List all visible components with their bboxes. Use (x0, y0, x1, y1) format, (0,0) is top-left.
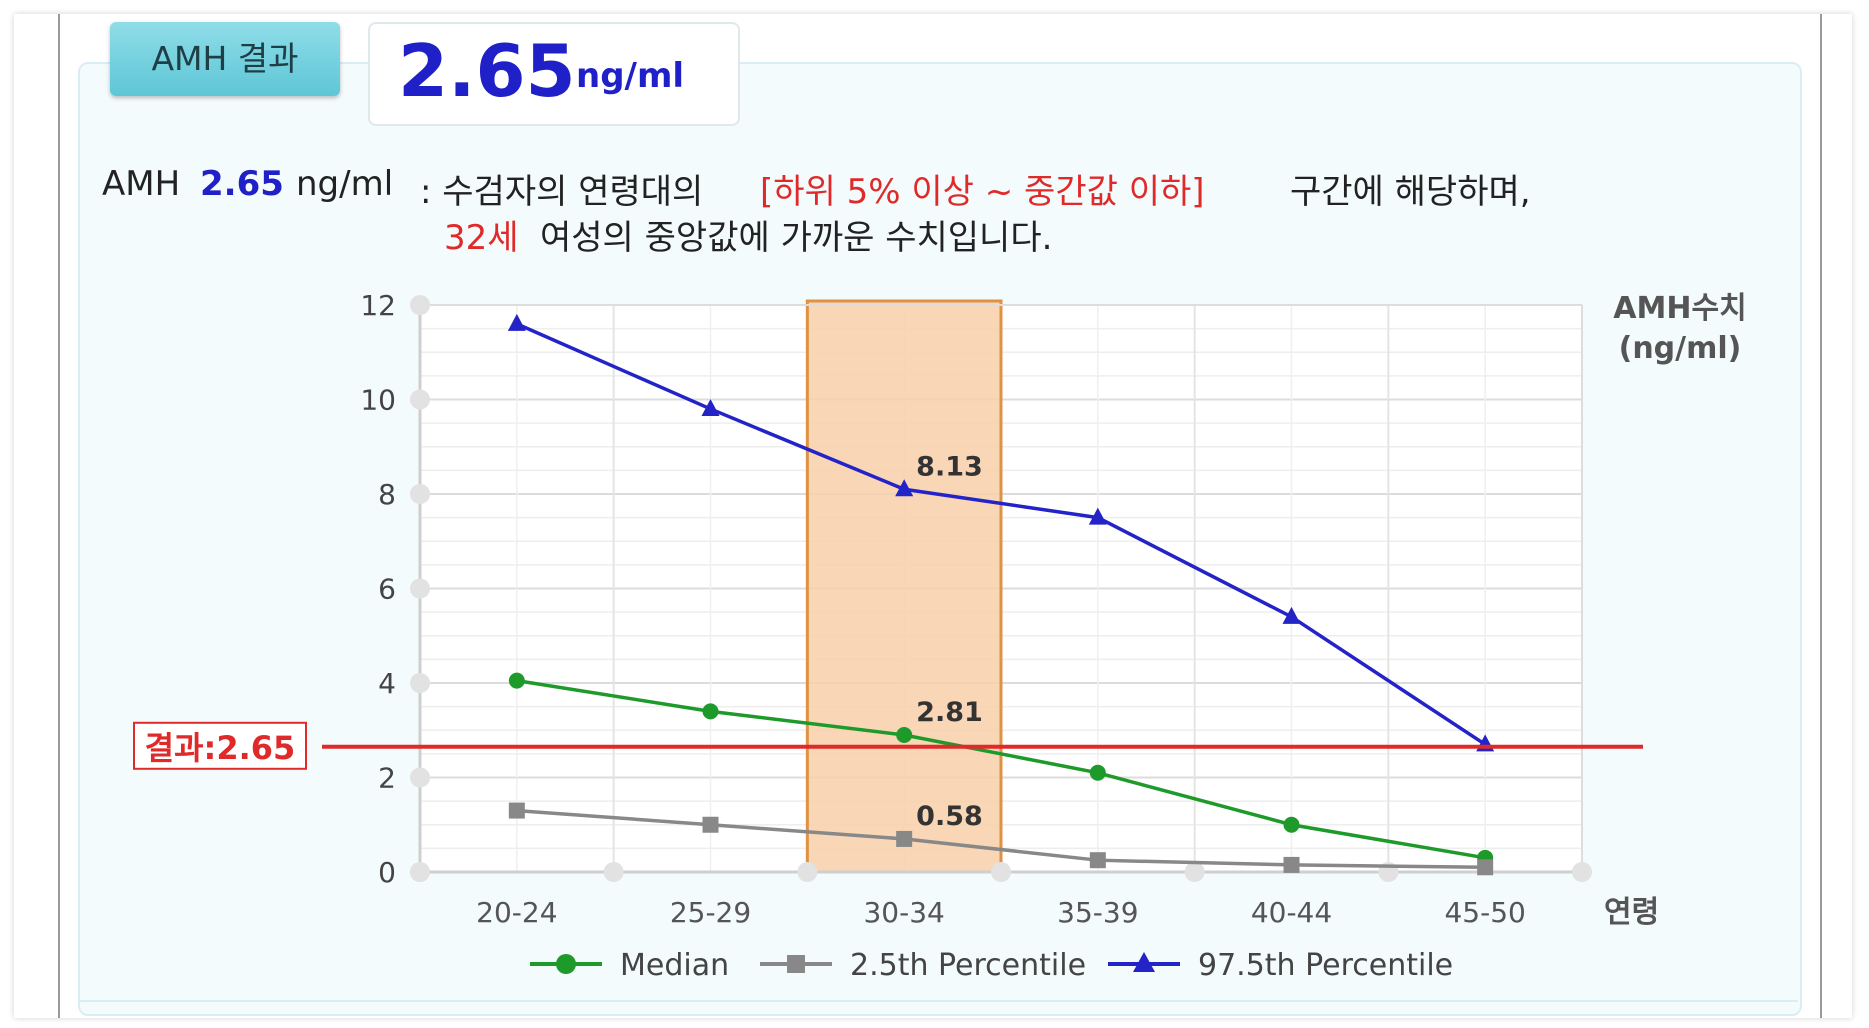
data-point (508, 672, 525, 689)
y-tick-label: 12 (360, 289, 396, 322)
data-point (1089, 764, 1106, 781)
y-tick-label: 2 (378, 762, 396, 795)
data-point (1283, 816, 1300, 833)
x-tick-marker (991, 862, 1011, 882)
description-text: : 수검자의 연령대의 (420, 172, 704, 212)
data-point (896, 830, 913, 847)
y-tick-marker (410, 673, 430, 693)
x-tick-label: 20-24 (476, 896, 557, 929)
amh-result-tag: AMH 결과 (110, 22, 340, 96)
y-tick-label: 0 (378, 856, 396, 889)
left-border (58, 14, 60, 1018)
legend-label: Median (620, 948, 729, 983)
y-tick-label: 10 (360, 384, 396, 417)
description-label: AMH (102, 164, 181, 204)
y-tick-label: 4 (378, 667, 396, 700)
x-tick-marker (1184, 862, 1205, 882)
legend-marker (556, 954, 576, 974)
description-age: 32세 (444, 218, 519, 258)
x-tick-label: 40-44 (1251, 896, 1332, 929)
x-tick-marker (1572, 862, 1592, 882)
data-point (895, 479, 914, 497)
data-point (1477, 859, 1494, 876)
legend-marker (1133, 952, 1155, 972)
y-tick-marker (410, 578, 430, 599)
legend-marker (787, 955, 805, 973)
description-suffix: 구간에 해당하며, (1290, 172, 1531, 212)
y-tick-marker (410, 295, 430, 315)
data-label: 0.58 (916, 801, 983, 832)
data-label: 2.81 (916, 697, 983, 728)
data-point (507, 313, 526, 331)
result-value-box (368, 22, 740, 126)
x-tick-label: 25-29 (670, 896, 751, 929)
data-point (1088, 507, 1107, 525)
x-tick-marker (797, 862, 818, 882)
x-tick-label: 35-39 (1057, 896, 1138, 929)
data-point (702, 816, 719, 833)
data-point (896, 726, 913, 743)
data-point (701, 398, 720, 416)
x-tick-label: 30-34 (863, 896, 944, 929)
x-tick-marker (410, 862, 430, 882)
description-range: [하위 5% 이상 ~ 중간값 이하] (760, 172, 1205, 212)
x-tick-label: 45-50 (1444, 896, 1525, 929)
data-point (1283, 856, 1300, 873)
data-point (702, 703, 719, 720)
description-value: 2.65 (200, 164, 284, 204)
legend-label: 2.5th Percentile (850, 948, 1086, 983)
result-unit: ng/ml (576, 56, 685, 96)
panel-divider (78, 1000, 1798, 1002)
data-point (1089, 852, 1106, 869)
y-tick-marker (410, 767, 430, 788)
y-tick-marker (410, 389, 430, 410)
highlight-band (805, 299, 1003, 874)
x-tick-marker (603, 862, 624, 882)
data-point (1282, 606, 1301, 624)
y-tick-label: 6 (378, 573, 396, 606)
description-unit: ng/ml (296, 164, 394, 204)
series-line-1 (516, 808, 1486, 870)
y-tick-marker (410, 484, 430, 504)
result-value: 2.65 (398, 29, 576, 113)
data-label: 8.13 (916, 451, 983, 482)
description-line2: 여성의 중앙값에 가까운 수치입니다. (540, 218, 1053, 258)
y-tick-label: 8 (378, 478, 396, 511)
x-axis-title: 연령 (1604, 895, 1659, 930)
result-label-box (133, 721, 307, 770)
data-point (508, 802, 525, 819)
series-line-0 (516, 678, 1486, 860)
legend-label: 97.5th Percentile (1198, 948, 1453, 983)
series-line-2 (516, 322, 1487, 746)
right-border (1820, 14, 1822, 1018)
result-label: 결과:2.65 (145, 729, 296, 767)
y-axis-title: AMH수치 (ng/ml) (1613, 291, 1746, 366)
